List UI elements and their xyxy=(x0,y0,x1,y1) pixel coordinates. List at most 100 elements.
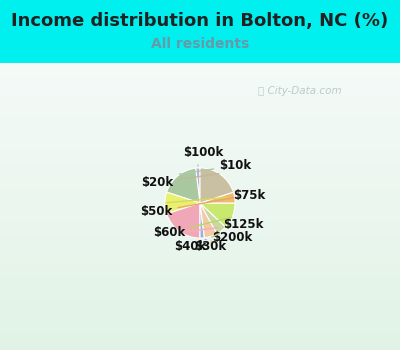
Bar xyxy=(0,338,400,341)
Bar xyxy=(0,172,400,175)
Bar xyxy=(0,287,400,290)
Bar xyxy=(0,226,400,230)
Bar xyxy=(0,75,400,77)
Bar xyxy=(0,284,400,287)
Bar xyxy=(0,321,400,324)
Bar xyxy=(0,166,400,169)
Text: $30k: $30k xyxy=(194,240,227,253)
Bar xyxy=(0,264,400,267)
Bar xyxy=(0,72,400,75)
Bar xyxy=(0,132,400,135)
Bar xyxy=(0,324,400,327)
Text: $40k: $40k xyxy=(174,233,220,253)
Bar xyxy=(0,267,400,270)
Bar xyxy=(0,247,400,250)
Bar xyxy=(0,103,400,106)
Bar xyxy=(0,255,400,258)
Bar xyxy=(0,138,400,140)
Bar xyxy=(0,204,400,206)
Bar xyxy=(0,250,400,252)
Text: $10k: $10k xyxy=(179,159,251,174)
Bar xyxy=(0,281,400,284)
Bar xyxy=(0,181,400,183)
Bar xyxy=(0,215,400,218)
Bar xyxy=(0,336,400,338)
Bar xyxy=(0,318,400,321)
Bar xyxy=(0,80,400,83)
Text: $20k: $20k xyxy=(141,174,219,189)
Bar xyxy=(0,238,400,241)
Text: All residents: All residents xyxy=(151,37,249,51)
Bar xyxy=(0,198,400,201)
Bar xyxy=(0,307,400,310)
Wedge shape xyxy=(200,168,233,203)
Bar xyxy=(0,144,400,146)
Bar xyxy=(0,298,400,301)
Bar xyxy=(0,161,400,163)
Bar xyxy=(0,100,400,103)
Bar xyxy=(0,235,400,238)
Bar xyxy=(0,126,400,129)
Bar xyxy=(0,244,400,247)
Bar xyxy=(0,273,400,275)
Bar xyxy=(0,293,400,295)
Bar xyxy=(0,295,400,298)
Bar xyxy=(0,310,400,313)
Bar xyxy=(0,261,400,264)
Bar xyxy=(0,330,400,333)
Bar xyxy=(0,94,400,97)
Bar xyxy=(0,270,400,273)
Bar xyxy=(0,152,400,155)
Bar xyxy=(0,123,400,126)
Bar xyxy=(0,290,400,293)
Bar xyxy=(0,109,400,112)
Bar xyxy=(0,218,400,221)
Bar xyxy=(0,347,400,350)
Wedge shape xyxy=(200,203,204,238)
Text: Income distribution in Bolton, NC (%): Income distribution in Bolton, NC (%) xyxy=(11,12,389,30)
Bar xyxy=(0,89,400,92)
Text: $50k: $50k xyxy=(140,198,234,218)
Bar xyxy=(0,158,400,161)
Bar xyxy=(0,275,400,278)
Bar xyxy=(0,129,400,132)
Bar xyxy=(0,77,400,80)
Bar xyxy=(0,115,400,118)
Text: $125k: $125k xyxy=(181,218,264,232)
Wedge shape xyxy=(165,192,200,214)
Bar xyxy=(0,112,400,115)
Bar xyxy=(0,106,400,109)
Bar xyxy=(0,63,400,66)
Wedge shape xyxy=(167,203,200,238)
Bar xyxy=(0,195,400,198)
Bar xyxy=(0,230,400,232)
Bar xyxy=(0,241,400,244)
Wedge shape xyxy=(200,192,235,203)
Wedge shape xyxy=(200,203,217,238)
Bar xyxy=(0,212,400,215)
Bar xyxy=(0,341,400,344)
Bar xyxy=(0,83,400,86)
Bar xyxy=(0,66,400,69)
Bar xyxy=(0,175,400,178)
Bar xyxy=(0,118,400,120)
Bar xyxy=(0,252,400,255)
Bar xyxy=(0,333,400,336)
Bar xyxy=(0,189,400,192)
Bar xyxy=(0,201,400,204)
Text: $200k: $200k xyxy=(205,231,252,244)
Bar xyxy=(0,313,400,316)
Bar xyxy=(0,224,400,226)
Bar xyxy=(0,69,400,72)
Bar xyxy=(0,169,400,172)
Bar xyxy=(0,155,400,158)
Bar xyxy=(0,92,400,94)
Bar xyxy=(0,140,400,143)
Bar xyxy=(0,258,400,261)
Bar xyxy=(0,187,400,189)
Text: ⓘ City-Data.com: ⓘ City-Data.com xyxy=(258,86,342,96)
Bar xyxy=(0,304,400,307)
Bar xyxy=(0,206,400,209)
Wedge shape xyxy=(196,168,200,203)
Wedge shape xyxy=(200,203,235,227)
